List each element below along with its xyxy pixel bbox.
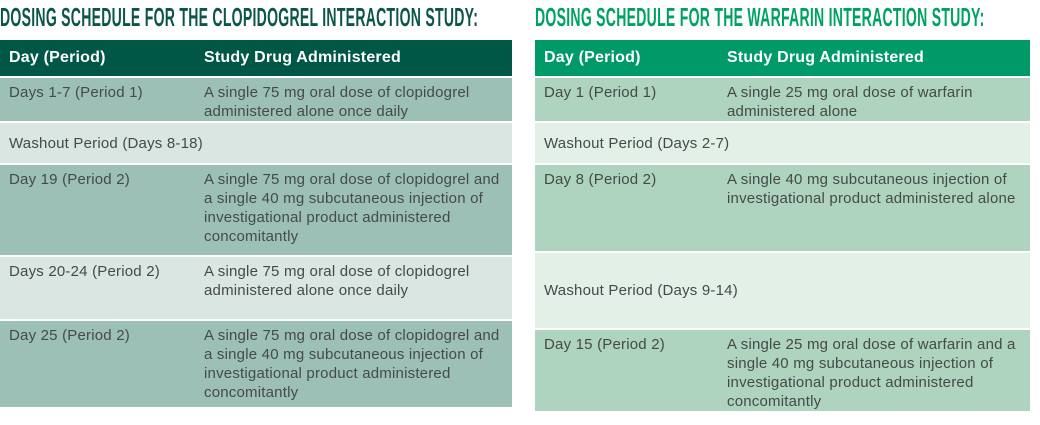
drug-cell: A single 75 mg oral dose of clopidogrel … — [195, 164, 512, 257]
washout-cell: Washout Period (Days 8-18) — [0, 122, 512, 165]
drug-cell: A single 75 mg oral dose of clopidogrel … — [195, 77, 512, 123]
drug-cell: A single 40 mg subcutaneous injection of… — [718, 164, 1030, 253]
drug-cell: A single 75 mg oral dose of clopidogrel … — [195, 320, 512, 409]
warfarin-study-section: DOSING SCHEDULE FOR THE WARFARIN INTERAC… — [535, 0, 1030, 413]
table-row-days-1-7: Days 1-7 (Period 1) A single 75 mg oral … — [0, 77, 512, 123]
clopidogrel-column-header-day: Day (Period) — [0, 40, 195, 78]
warfarin-table-title: DOSING SCHEDULE FOR THE WARFARIN INTERAC… — [535, 0, 1030, 40]
day-cell: Day 8 (Period 2) — [535, 164, 718, 253]
warfarin-column-header-day: Day (Period) — [535, 40, 718, 78]
table-row-day-1: Day 1 (Period 1) A single 25 mg oral dos… — [535, 77, 1030, 123]
table-row-washout-2-7: Washout Period (Days 2-7) — [535, 122, 1030, 165]
clopidogrel-study-section: DOSING SCHEDULE FOR THE CLOPIDOGREL INTE… — [0, 0, 512, 413]
day-cell: Days 20-24 (Period 2) — [0, 256, 195, 321]
drug-cell: A single 25 mg oral dose of warfarin and… — [718, 329, 1030, 413]
day-cell: Day 19 (Period 2) — [0, 164, 195, 257]
table-row-washout-9-14: Washout Period (Days 9-14) — [535, 252, 1030, 330]
day-cell: Day 25 (Period 2) — [0, 320, 195, 409]
day-cell: Day 1 (Period 1) — [535, 77, 718, 123]
clopidogrel-table-title-text: DOSING SCHEDULE FOR THE CLOPIDOGREL INTE… — [0, 2, 479, 32]
washout-cell: Washout Period (Days 2-7) — [535, 122, 1030, 165]
warfarin-dosing-table: Day (Period) Study Drug Administered Day… — [535, 40, 1030, 413]
table-row-days-20-24: Days 20-24 (Period 2) A single 75 mg ora… — [0, 256, 512, 321]
day-cell: Day 15 (Period 2) — [535, 329, 718, 413]
table-row-day-15: Day 15 (Period 2) A single 25 mg oral do… — [535, 329, 1030, 413]
warfarin-header-row: Day (Period) Study Drug Administered — [535, 40, 1030, 78]
day-cell: Days 1-7 (Period 1) — [0, 77, 195, 123]
drug-cell: A single 75 mg oral dose of clopidogrel … — [195, 256, 512, 321]
table-row-day-8: Day 8 (Period 2) A single 40 mg subcutan… — [535, 164, 1030, 253]
table-row-washout-8-18: Washout Period (Days 8-18) — [0, 122, 512, 165]
clopidogrel-dosing-table: Day (Period) Study Drug Administered Day… — [0, 40, 512, 409]
dosing-schedules-page: DOSING SCHEDULE FOR THE CLOPIDOGREL INTE… — [0, 0, 1030, 413]
warfarin-column-header-drug: Study Drug Administered — [718, 40, 1030, 78]
table-row-day-19: Day 19 (Period 2) A single 75 mg oral do… — [0, 164, 512, 257]
drug-cell: A single 25 mg oral dose of warfarin adm… — [718, 77, 1030, 123]
clopidogrel-column-header-drug: Study Drug Administered — [195, 40, 512, 78]
washout-cell: Washout Period (Days 9-14) — [535, 252, 1030, 330]
warfarin-table-title-text: DOSING SCHEDULE FOR THE WARFARIN INTERAC… — [535, 2, 985, 32]
clopidogrel-header-row: Day (Period) Study Drug Administered — [0, 40, 512, 78]
clopidogrel-table-title: DOSING SCHEDULE FOR THE CLOPIDOGREL INTE… — [0, 0, 512, 40]
table-row-day-25: Day 25 (Period 2) A single 75 mg oral do… — [0, 320, 512, 409]
